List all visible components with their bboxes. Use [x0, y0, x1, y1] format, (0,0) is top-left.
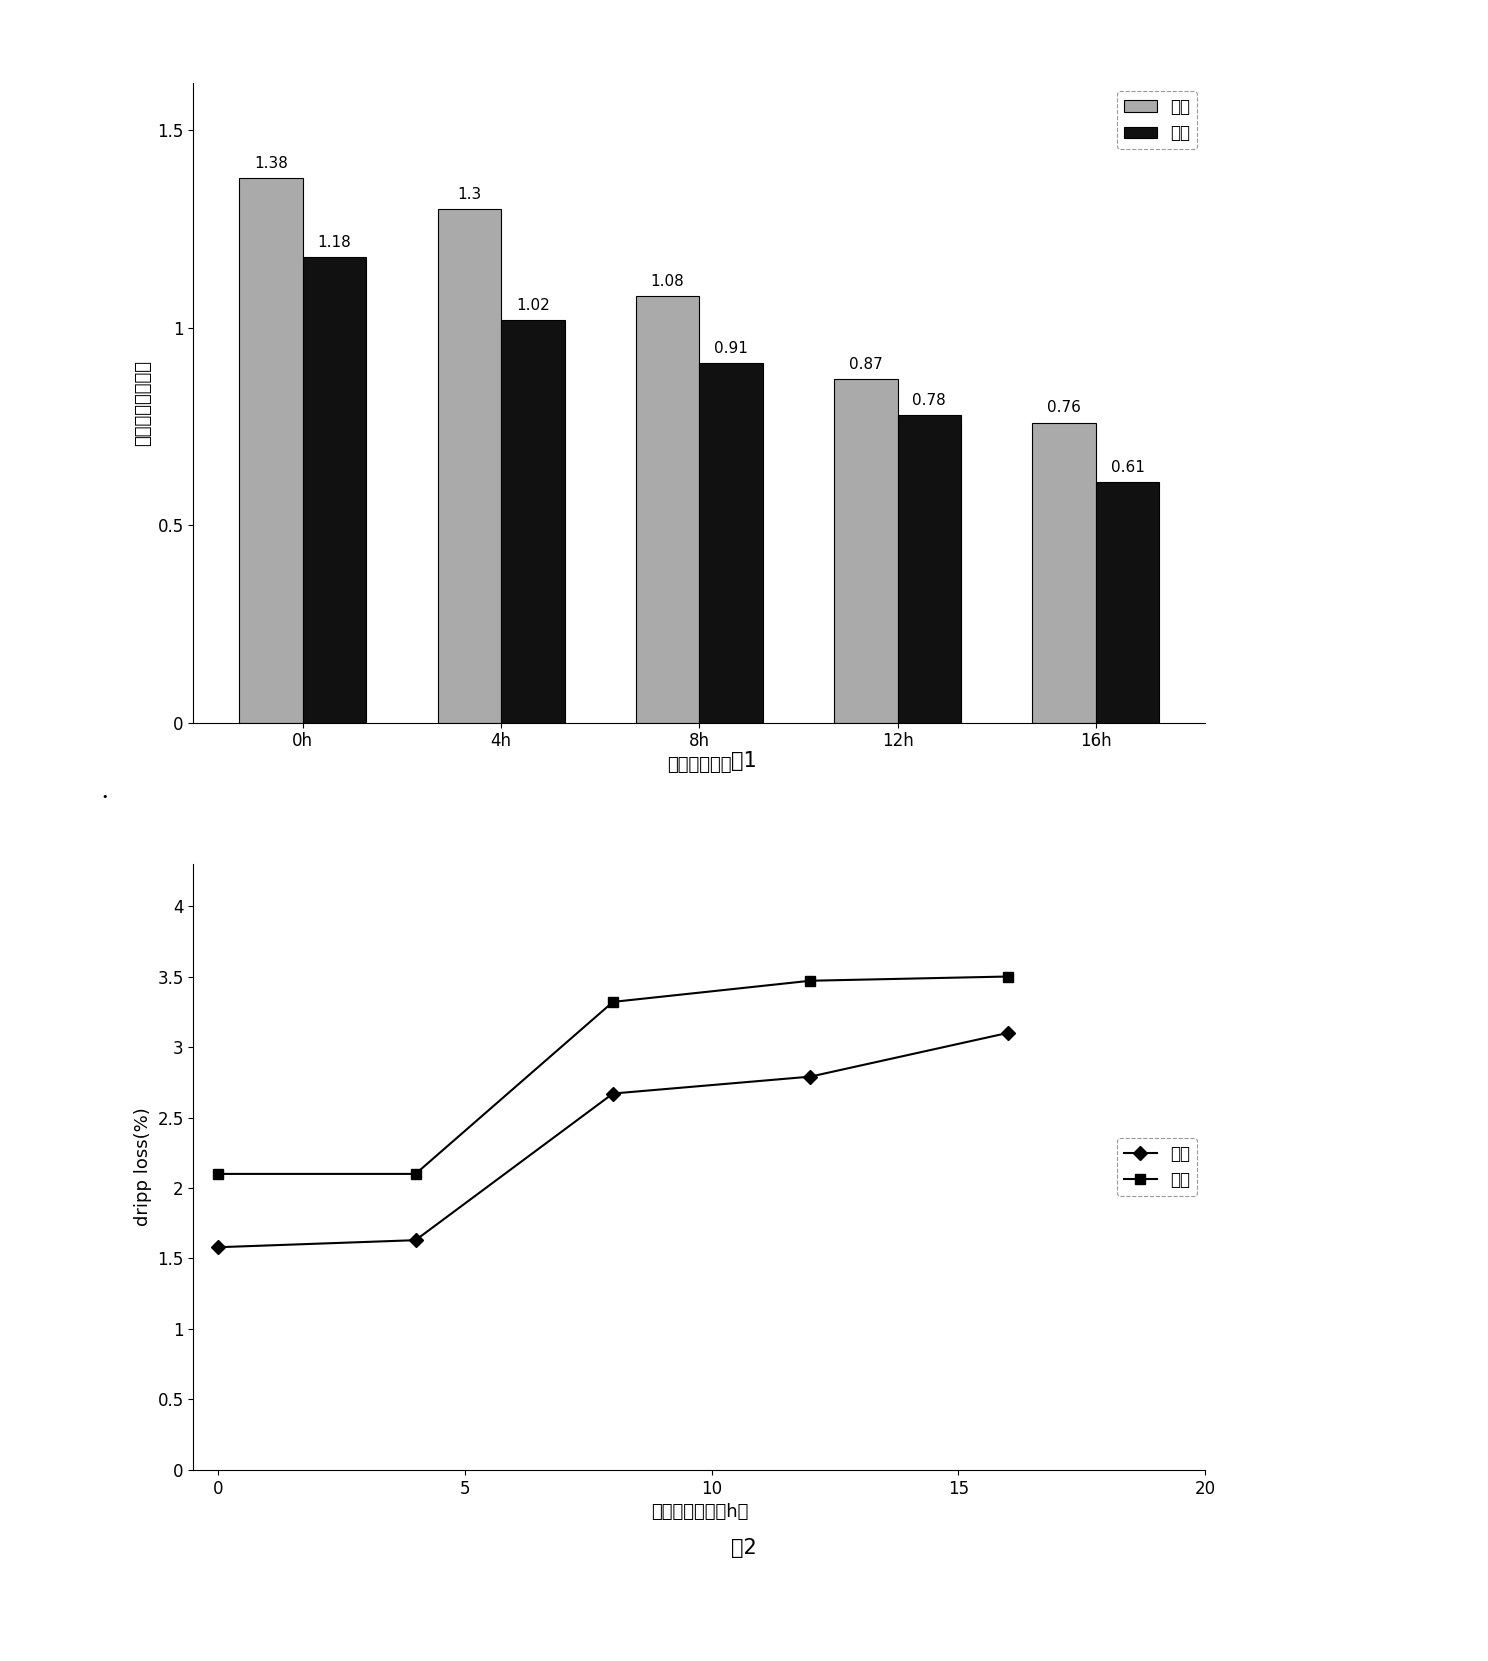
Text: 0.78: 0.78 — [912, 392, 946, 407]
Text: 0.91: 0.91 — [714, 341, 748, 355]
冬季 — [998, 1023, 1016, 1043]
Text: 1.08: 1.08 — [650, 274, 684, 289]
冬季 — [210, 1237, 228, 1257]
Text: 0.87: 0.87 — [850, 357, 882, 372]
Text: 图1: 图1 — [731, 751, 757, 771]
夏季 — [802, 970, 820, 990]
冬季 — [406, 1231, 424, 1251]
Legend: 夏季, 冬季: 夏季, 冬季 — [1117, 91, 1196, 149]
Bar — [897, 415, 961, 723]
Y-axis label: dripp loss(%): dripp loss(%) — [134, 1108, 152, 1226]
Line: 夏季: 夏季 — [213, 972, 1013, 1179]
Text: 1.3: 1.3 — [457, 188, 482, 203]
Bar — [835, 379, 897, 723]
Text: 0.61: 0.61 — [1110, 460, 1144, 475]
X-axis label: 嘱淋持续时间: 嘱淋持续时间 — [667, 756, 732, 774]
夏季 — [406, 1164, 424, 1184]
Text: 1.38: 1.38 — [254, 156, 289, 171]
夏季 — [604, 992, 622, 1012]
Text: 1.18: 1.18 — [318, 234, 351, 249]
Legend: 冬季, 夏季: 冬季, 夏季 — [1117, 1138, 1196, 1196]
Text: 图2: 图2 — [731, 1538, 757, 1558]
冬季 — [604, 1083, 622, 1103]
Line: 冬季: 冬季 — [213, 1028, 1013, 1252]
Bar — [304, 257, 366, 723]
Text: 0.76: 0.76 — [1048, 400, 1082, 415]
夏季 — [210, 1164, 228, 1184]
Bar — [240, 178, 304, 723]
Text: 1.02: 1.02 — [516, 297, 549, 312]
Bar — [699, 364, 763, 723]
Text: •: • — [101, 792, 107, 802]
Bar — [1095, 482, 1159, 723]
Bar — [501, 321, 564, 723]
Bar — [437, 209, 501, 723]
X-axis label: 嘱淋持续时间（h）: 嘱淋持续时间（h） — [650, 1503, 748, 1521]
Y-axis label: 猿半胴体重量变化: 猿半胴体重量变化 — [134, 360, 152, 445]
Bar — [635, 296, 699, 723]
冬季 — [802, 1066, 820, 1086]
Bar — [1033, 422, 1095, 723]
夏季 — [998, 967, 1016, 987]
